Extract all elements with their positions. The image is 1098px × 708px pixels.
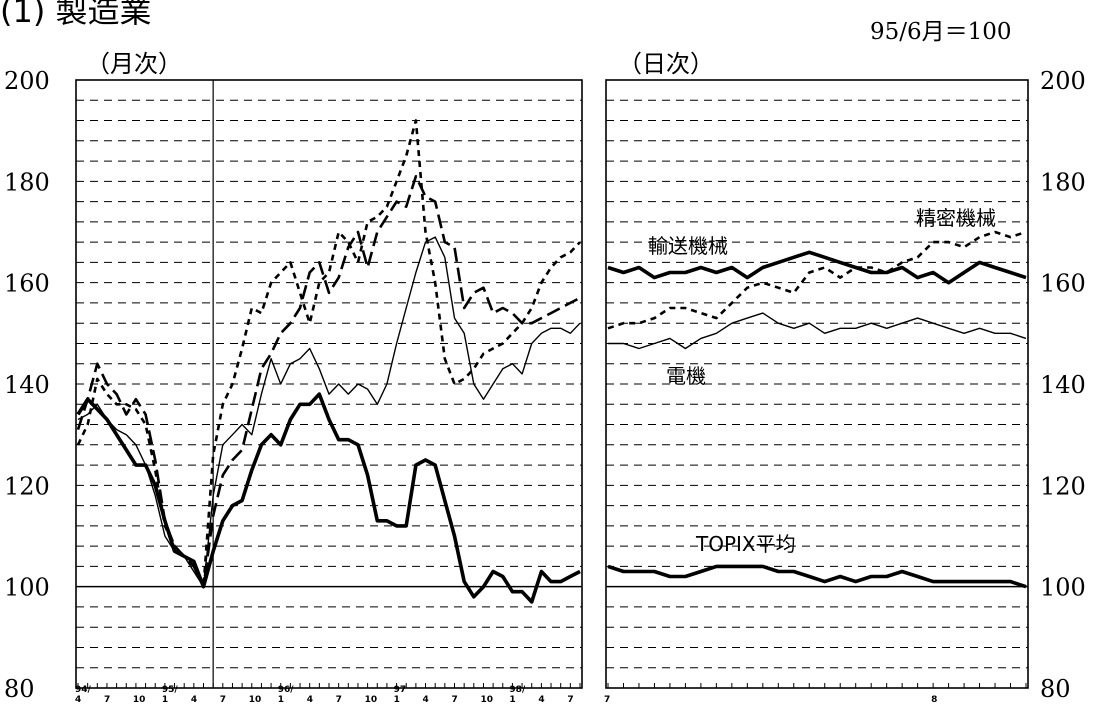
x-tick-label: 97 [394,685,407,695]
y-tick-label-right: 80 [1040,675,1071,703]
series-line-0-1 [76,175,581,589]
series-label-topix: TOPIX平均 [694,528,798,557]
series-line-0-0 [76,392,581,604]
x-tick-label: 7 [336,695,342,705]
plot-frame [605,79,1029,689]
series-label-transport: 輸送機械 [646,230,730,259]
series-line-1-1 [607,230,1027,330]
x-tick-label: 4 [307,695,313,705]
x-tick-label: 10 [133,695,146,705]
x-tick-label: 8 [931,695,937,705]
x-tick-label: 7 [604,695,610,705]
x-tick-label: 4 [75,695,81,705]
y-tick-label-left: 100 [4,574,50,602]
y-tick-label-right: 200 [1040,67,1086,95]
x-tick-label: 10 [480,695,493,705]
series-line-1-2 [608,312,1027,350]
x-tick-label: 1 [278,695,284,705]
x-tick-label: 1 [162,695,168,705]
series-label-precision: 精密機械 [914,202,998,231]
x-tick-label: 98/ [509,685,526,695]
x-tick-label: 1 [394,695,400,705]
x-tick-label: 94/ [75,685,92,695]
monthly-panel-title: （月次） [86,50,182,78]
y-tick-label-left: 200 [4,67,50,95]
x-tick-label: 10 [249,695,262,705]
x-tick-label: 7 [104,695,110,705]
x-tick-label: 4 [423,695,429,705]
y-tick-label-left: 120 [4,472,50,500]
y-tick-label-left: 160 [4,270,50,298]
y-tick-label-right: 140 [1040,371,1086,399]
y-tick-label-right: 100 [1040,574,1086,602]
series-line-0-2 [77,236,581,588]
y-tick-label-left: 80 [4,675,35,703]
series-label-electric: 電機 [664,360,708,389]
y-tick-label-right: 180 [1040,168,1086,196]
y-tick-label-left: 180 [4,168,50,196]
daily-panel-title: （日次） [618,50,714,78]
y-tick-label-right: 160 [1040,270,1086,298]
series-line-1-0 [607,250,1027,285]
base-note: 95/6月＝100 [870,19,1012,45]
x-tick-label: 7 [567,695,573,705]
x-tick-label: 96/ [278,685,295,695]
chart-title: (1) 製造業 [0,0,152,30]
x-tick-label: 10 [365,695,378,705]
x-tick-label: 95/ [162,685,179,695]
series-line-0-3 [76,119,581,589]
x-tick-label: 1 [509,695,515,705]
y-tick-label-right: 120 [1040,472,1086,500]
x-tick-label: 4 [191,695,197,705]
series-line-1-3 [607,564,1027,589]
y-tick-label-left: 140 [4,371,50,399]
x-tick-label: 4 [538,695,544,705]
x-tick-label: 7 [452,695,458,705]
x-tick-label: 7 [220,695,226,705]
